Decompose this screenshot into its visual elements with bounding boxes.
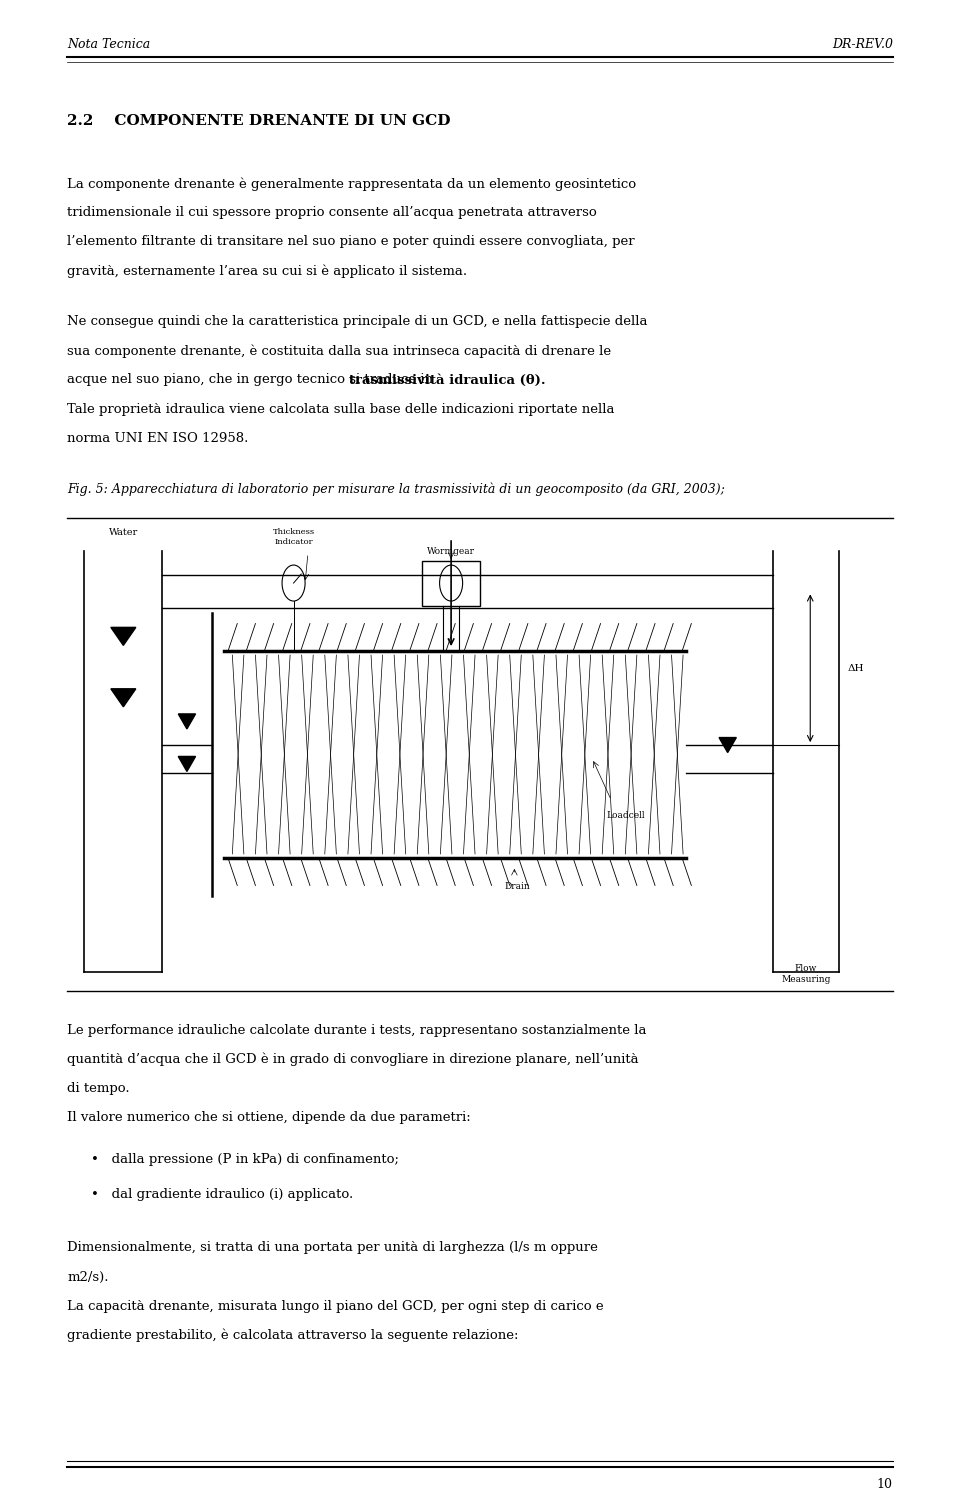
Text: Loadcell: Loadcell bbox=[607, 812, 645, 820]
Polygon shape bbox=[110, 688, 135, 706]
Polygon shape bbox=[179, 756, 196, 771]
Text: m2/s).: m2/s). bbox=[67, 1270, 108, 1284]
Circle shape bbox=[440, 566, 463, 602]
Text: Flow
Measuring: Flow Measuring bbox=[781, 964, 830, 984]
Text: Dimensionalmente, si tratta di una portata per unità di larghezza (l/s m oppure: Dimensionalmente, si tratta di una porta… bbox=[67, 1240, 598, 1254]
Text: ΔH: ΔH bbox=[848, 664, 864, 674]
Polygon shape bbox=[110, 627, 135, 645]
Text: Tale proprietà idraulica viene calcolata sulla base delle indicazioni riportate : Tale proprietà idraulica viene calcolata… bbox=[67, 402, 614, 416]
Text: norma UNI EN ISO 12958.: norma UNI EN ISO 12958. bbox=[67, 432, 249, 445]
Text: Water: Water bbox=[108, 528, 138, 537]
Circle shape bbox=[282, 566, 305, 602]
Text: di tempo.: di tempo. bbox=[67, 1082, 130, 1095]
Text: acque nel suo piano, che in gergo tecnico si traduce in: acque nel suo piano, che in gergo tecnic… bbox=[67, 374, 438, 387]
Text: Drain: Drain bbox=[505, 882, 531, 891]
Text: DR-REV.0: DR-REV.0 bbox=[831, 38, 893, 51]
Text: Nota Tecnica: Nota Tecnica bbox=[67, 38, 151, 51]
Text: trasmissività idraulica (θ).: trasmissività idraulica (θ). bbox=[349, 374, 546, 387]
Polygon shape bbox=[719, 738, 736, 753]
Text: Thickness
Indicator: Thickness Indicator bbox=[273, 528, 315, 546]
Text: •   dalla pressione (P in kPa) di confinamento;: • dalla pressione (P in kPa) di confinam… bbox=[91, 1152, 399, 1166]
Text: tridimensionale il cui spessore proprio consente all’acqua penetrata attraverso: tridimensionale il cui spessore proprio … bbox=[67, 207, 597, 219]
Text: Wormgear: Wormgear bbox=[427, 548, 475, 556]
Polygon shape bbox=[179, 714, 196, 729]
Text: Il valore numerico che si ottiene, dipende da due parametri:: Il valore numerico che si ottiene, dipen… bbox=[67, 1112, 471, 1125]
Text: sua componente drenante, è costituita dalla sua intrinseca capacità di drenare l: sua componente drenante, è costituita da… bbox=[67, 345, 612, 358]
Text: l’elemento filtrante di transitare nel suo piano e poter quindi essere convoglia: l’elemento filtrante di transitare nel s… bbox=[67, 236, 635, 249]
Text: •   dal gradiente idraulico (i) applicato.: • dal gradiente idraulico (i) applicato. bbox=[91, 1188, 353, 1202]
Text: gradiente prestabilito, è calcolata attraverso la seguente relazione:: gradiente prestabilito, è calcolata attr… bbox=[67, 1329, 518, 1342]
Text: La capacità drenante, misurata lungo il piano del GCD, per ogni step di carico e: La capacità drenante, misurata lungo il … bbox=[67, 1299, 604, 1312]
Text: Fig. 5: Apparecchiatura di laboratorio per misurare la trasmissività di un geoco: Fig. 5: Apparecchiatura di laboratorio p… bbox=[67, 482, 725, 495]
Text: Ne consegue quindi che la caratteristica principale di un GCD, e nella fattispec: Ne consegue quindi che la caratteristica… bbox=[67, 315, 648, 328]
Text: La componente drenante è generalmente rappresentata da un elemento geosintetico: La componente drenante è generalmente ra… bbox=[67, 177, 636, 190]
Text: Le performance idrauliche calcolate durante i tests, rappresentano sostanzialmen: Le performance idrauliche calcolate dura… bbox=[67, 1023, 647, 1036]
Text: 10: 10 bbox=[876, 1478, 893, 1491]
Text: gravità, esternamente l’area su cui si è applicato il sistema.: gravità, esternamente l’area su cui si è… bbox=[67, 264, 468, 279]
Text: 2.2    COMPONENTE DRENANTE DI UN GCD: 2.2 COMPONENTE DRENANTE DI UN GCD bbox=[67, 114, 450, 128]
Text: quantità d’acqua che il GCD è in grado di convogliare in direzione planare, nell: quantità d’acqua che il GCD è in grado d… bbox=[67, 1053, 638, 1066]
FancyBboxPatch shape bbox=[422, 561, 480, 606]
